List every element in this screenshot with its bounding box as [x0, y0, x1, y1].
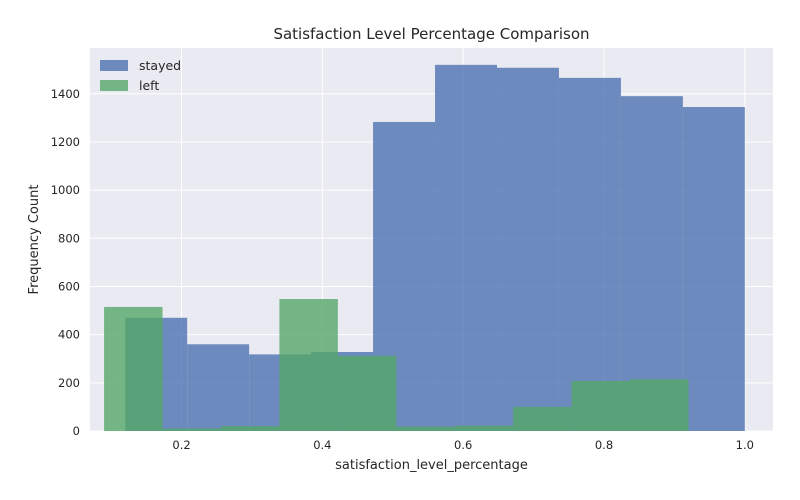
y-tick-label: 600 [58, 279, 80, 293]
bar-stayed [620, 96, 683, 432]
series-left [104, 298, 689, 431]
y-tick-label: 800 [58, 231, 80, 245]
legend-label-stayed: stayed [139, 58, 181, 73]
bar-left [337, 355, 397, 431]
bar-left [630, 379, 689, 431]
y-tick-label: 400 [58, 328, 80, 342]
bar-left [513, 406, 572, 431]
legend-label-left: left [139, 78, 159, 93]
legend-swatch-left [100, 80, 128, 91]
x-tick-label: 1.0 [736, 438, 754, 452]
y-tick-label: 200 [58, 376, 80, 390]
x-tick-label: 0.6 [454, 438, 472, 452]
y-tick-label: 0 [73, 424, 80, 438]
bar-stayed [496, 67, 559, 432]
y-tick-label: 1400 [51, 87, 80, 101]
x-tick-label: 0.8 [595, 438, 613, 452]
bar-left [396, 426, 455, 431]
legend: stayed left [100, 58, 181, 93]
x-tick-label: 0.4 [313, 438, 331, 452]
bar-left [162, 428, 221, 431]
bar-left [104, 306, 163, 431]
bar-left [220, 426, 280, 431]
y-tick-label: 1200 [51, 135, 80, 149]
bar-stayed [558, 77, 621, 432]
bar-left [454, 425, 514, 431]
bar-stayed [435, 64, 497, 431]
bar-stayed [682, 107, 745, 432]
bar-left [571, 380, 631, 431]
legend-swatch-stayed [100, 60, 128, 71]
y-axis-label: Frequency Count [27, 185, 42, 295]
chart-title: Satisfaction Level Percentage Comparison [273, 25, 589, 43]
bar-left [279, 298, 338, 431]
x-axis-label: satisfaction_level_percentage [335, 458, 528, 473]
y-tick-label: 1000 [51, 183, 80, 197]
series-stayed [125, 64, 745, 432]
x-tick-label: 0.2 [172, 438, 190, 452]
bar-stayed [187, 344, 250, 431]
y-axis-ticks: 0 200 400 600 800 1000 1200 1400 [51, 87, 80, 438]
histogram-bars [104, 64, 745, 432]
x-axis-ticks: 0.2 0.4 0.6 0.8 1.0 [172, 438, 754, 452]
